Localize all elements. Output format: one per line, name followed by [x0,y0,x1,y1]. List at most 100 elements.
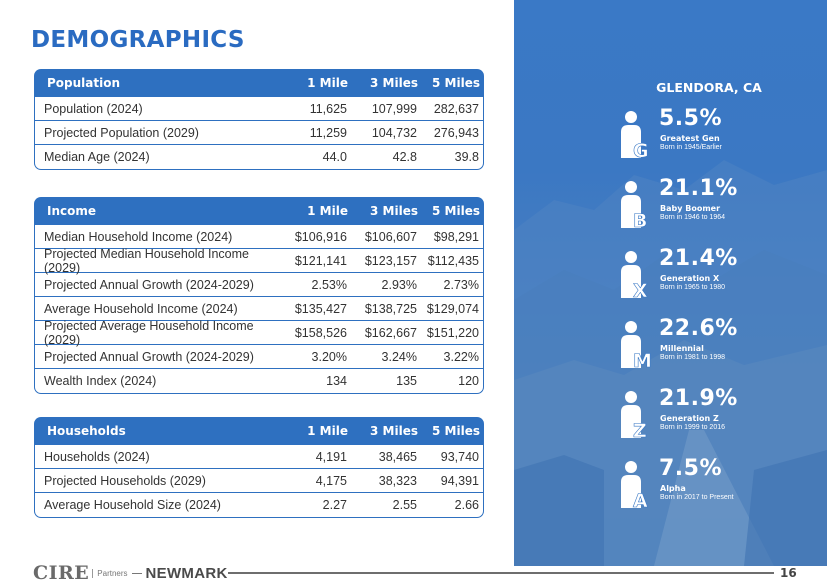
row-value: $98,291 [433,229,479,244]
row-label: Projected Median Household Income (2029) [44,246,249,275]
row-value: 276,943 [433,125,479,140]
table-row: Projected Households (2029) 4,175 38,323 94… [35,469,483,493]
row-value: 44.0 [322,150,347,164]
generation-born: Born in 2017 to Present [660,494,734,501]
footer-rule-left [228,572,514,574]
generation-item: M 22.6% Millennial Born in 1981 to 1998 [619,316,809,370]
row-label: Projected Population (2029) [44,125,199,140]
generation-name: Alpha [660,484,686,493]
table-header-radius: 1 Mile [307,424,348,438]
generation-name: Generation Z [660,414,719,423]
table-row: Population (2024) 11,625 107,999 282,637 [35,97,483,121]
table-header-radius: 5 Miles [432,204,480,218]
row-value: 3.22% [443,349,479,364]
person-icon: B [621,181,648,230]
table-row: Median Household Income (2024) $106,916 $1… [35,225,483,249]
generation-letter: G [633,140,649,160]
city-name: GLENDORA, CA [656,80,762,95]
generation-letter: Z [633,420,647,440]
generation-percent: 21.4% [659,246,738,271]
row-value: 3.20% [311,349,347,364]
row-value: $129,074 [426,301,479,316]
page-number: 16 [780,566,797,580]
row-label: Average Household Size (2024) [44,498,221,512]
row-value: 107,999 [371,101,417,116]
row-value: $162,667 [364,325,417,340]
row-label: Projected Households (2029) [44,473,206,488]
table-row: Average Household Income (2024) $135,427 $… [35,297,483,321]
mountain-background-image [514,160,827,566]
row-value: 134 [326,374,347,388]
logo-cire: CIRE [33,562,90,584]
row-value: $123,157 [364,253,417,268]
generation-percent: 21.9% [659,386,738,411]
row-label: Median Household Income (2024) [44,229,233,244]
row-value: 2.55 [392,498,417,512]
row-value: $106,607 [364,229,417,244]
person-icon: Z [621,391,647,440]
row-value: $135,427 [294,301,347,316]
generation-item: G 5.5% Greatest Gen Born in 1945/Earlier [619,106,809,160]
generation-letter: X [633,280,648,300]
row-value: 135 [396,374,417,388]
row-label: Median Age (2024) [44,150,150,164]
row-value: $106,916 [294,229,347,244]
row-label: Average Household Income (2024) [44,301,238,316]
generation-item: A 7.5% Alpha Born in 2017 to Present [619,456,809,510]
table-row: Households (2024) 4,191 38,465 93,740 [35,445,483,469]
row-value: 120 [458,374,479,388]
logo-divider [131,572,142,574]
table-header-radius: 3 Miles [370,424,418,438]
row-value: 282,637 [433,101,479,116]
generation-born: Born in 1981 to 1998 [660,354,725,361]
table-header-radius: 5 Miles [432,424,480,438]
person-icon: A [621,461,648,510]
generation-born: Born in 1965 to 1980 [660,284,725,291]
income-table-header: Income 1 Mile 3 Miles 5 Miles [34,197,484,225]
row-value: 38,323 [378,473,417,488]
row-value: 2.93% [381,277,417,292]
table-header-title: Population [47,76,121,90]
person-icon: X [621,251,648,300]
generation-item: X 21.4% Generation X Born in 1965 to 1980 [619,246,809,300]
generation-name: Baby Boomer [660,204,721,213]
income-table: Income 1 Mile 3 Miles 5 Miles Median Househo… [34,197,484,394]
generation-percent: 22.6% [659,316,738,341]
generation-item: Z 21.9% Generation Z Born in 1999 to 2016 [619,386,809,440]
row-label: Population (2024) [44,101,143,116]
row-value: 104,732 [371,125,417,140]
generation-percent: 21.1% [659,176,738,201]
person-icon: G [621,111,649,160]
row-label: Projected Annual Growth (2024-2029) [44,349,254,364]
table-header-title: Households [47,424,126,438]
generation-name: Generation X [660,274,720,283]
table-row: Wealth Index (2024) 134 135 120 [35,369,483,393]
generation-letter: M [633,350,652,370]
population-table-body: Population (2024) 11,625 107,999 282,637 Pro… [34,97,484,170]
generation-percent: 5.5% [659,106,723,131]
person-icon: M [621,321,652,370]
row-value: $121,141 [294,253,347,268]
row-label: Wealth Index (2024) [44,374,157,388]
generation-born: Born in 1945/Earlier [660,144,722,151]
row-value: 42.8 [392,150,417,164]
row-value: 38,465 [378,449,417,464]
households-table: Households 1 Mile 3 Miles 5 Miles Households… [34,417,484,518]
page-title: DEMOGRAPHICS [31,27,245,53]
row-value: 2.53% [311,277,347,292]
generation-letter: A [633,490,648,510]
households-table-body: Households (2024) 4,191 38,465 93,740 Projec… [34,445,484,518]
row-value: $158,526 [294,325,347,340]
table-row: Projected Average Household Income (2029… [35,319,483,347]
table-row: Projected Annual Growth (2024-2029) 2.53%… [35,273,483,297]
table-row: Projected Annual Growth (2024-2029) 3.20%… [35,345,483,369]
table-header-title: Income [47,204,97,218]
table-row: Projected Median Household Income (2029)… [35,246,483,275]
row-value: 93,740 [440,449,479,464]
table-row: Average Household Size (2024) 2.27 2.55 2.6… [35,493,483,517]
table-header-radius: 5 Miles [432,76,480,90]
row-value: $112,435 [427,253,479,268]
generation-name: Greatest Gen [660,134,720,143]
row-value: 11,259 [309,125,347,140]
generation-item: B 21.1% Baby Boomer Born in 1946 to 1964 [619,176,809,230]
